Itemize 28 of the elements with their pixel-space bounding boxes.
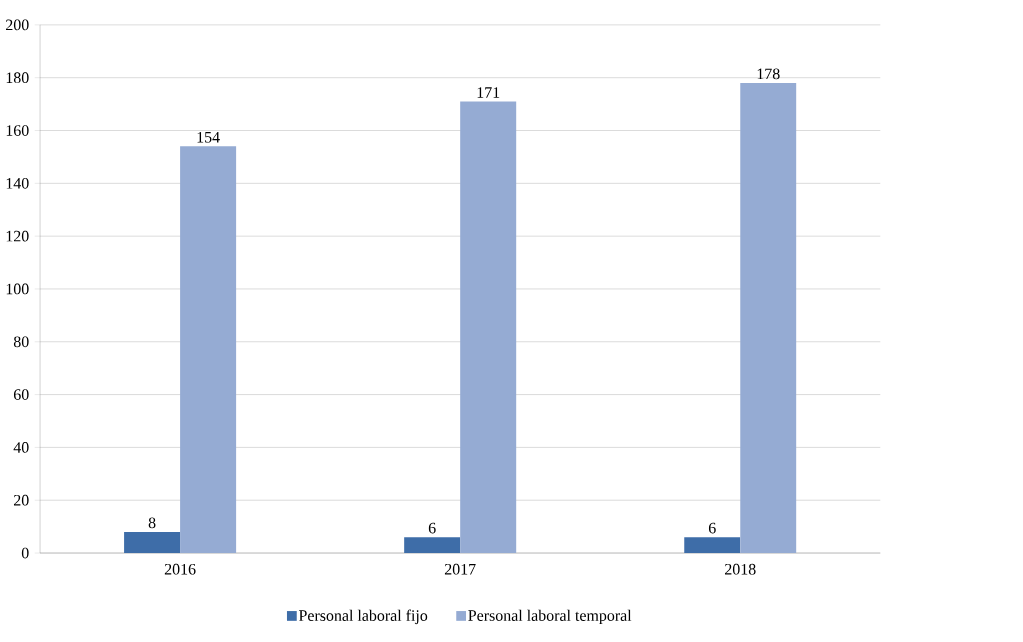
y-tick-label: 160 [6,125,29,136]
bar [124,531,181,554]
x-tick-label: 2018 [725,563,756,575]
data-label: 154 [197,131,220,143]
y-tick-label: 120 [6,230,29,242]
data-label: 6 [708,522,716,534]
y-tick-label: 60 [13,389,29,400]
y-tick-label: 0 [21,547,29,559]
y-tick-label: 80 [13,336,29,348]
bar [180,146,237,554]
bar [740,82,797,554]
y-tick-label: 140 [6,177,29,189]
y-tick-label: 100 [6,283,29,295]
bar [404,537,461,554]
bar [684,537,741,554]
y-tick-label: 20 [13,494,29,506]
y-tick-label: 180 [6,72,29,84]
x-tick-label: 2016 [164,563,196,575]
legend-label: Personal laboral temporal [468,609,632,625]
bar [460,101,517,554]
data-label: 8 [148,517,156,529]
y-tick-label: 40 [13,442,29,453]
data-label: 178 [757,68,780,80]
data-label: 6 [428,522,436,534]
data-label: 171 [477,87,500,98]
legend-label: Personal laboral fijo [298,609,428,625]
x-tick-label: 2017 [444,563,476,575]
y-tick-label: 200 [6,19,29,31]
